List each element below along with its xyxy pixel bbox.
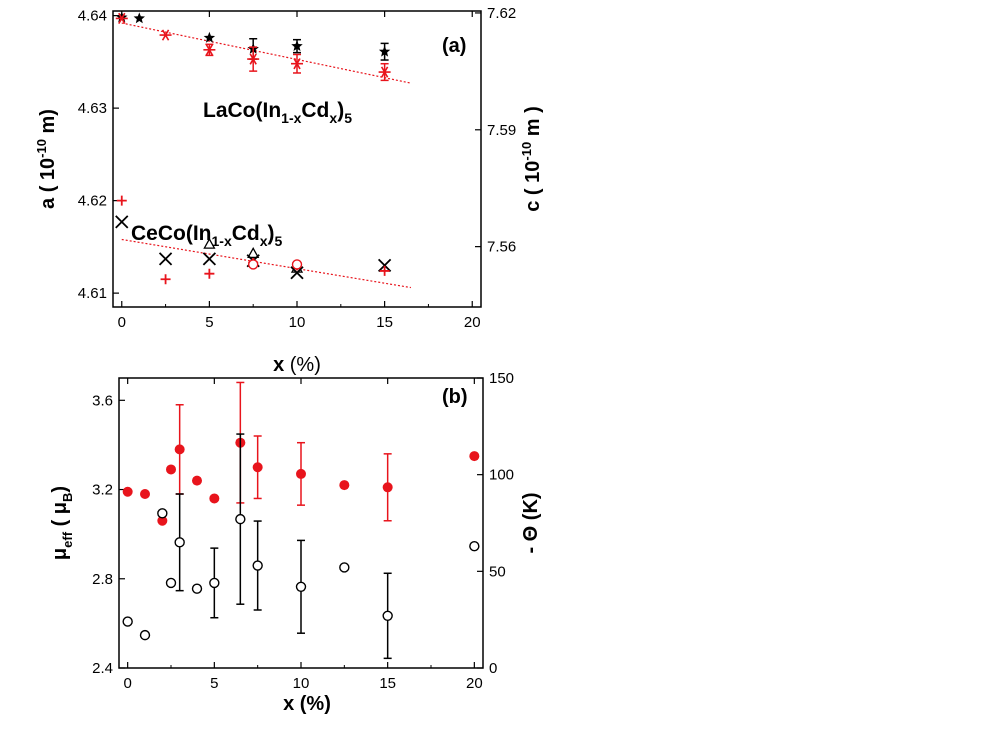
data-point (382, 482, 393, 493)
x-tick-label: 5 (210, 675, 218, 692)
data-point (158, 252, 173, 266)
right-y-tick-label: 7.56 (487, 239, 516, 256)
data-point (157, 508, 168, 519)
right-y-tick-label: 150 (489, 370, 514, 387)
data-point (209, 493, 220, 504)
data-point (247, 247, 260, 258)
data-point (339, 480, 350, 491)
x-tick-label: 15 (376, 314, 393, 331)
left-y-tick-label: 2.4 (92, 660, 113, 677)
data-point (160, 274, 171, 285)
data-point (165, 577, 177, 589)
b-right-ylabel: - Θ (K) (520, 492, 542, 553)
x-tick-label: 5 (205, 314, 213, 331)
x-tick-label: 0 (118, 314, 126, 331)
data-point (247, 53, 260, 65)
data-point (159, 29, 172, 41)
la-annotation: LaCo(In1-xCdx)5 (203, 99, 352, 126)
data-point (209, 577, 220, 589)
data-point (378, 45, 391, 57)
data-point (202, 252, 217, 266)
x-tick-label: 20 (466, 675, 483, 692)
panel-b: 0 5 10 15 20 2.4 2.8 3.2 3.6 0 50 100 150 (b) μeff… (49, 370, 542, 715)
data-point (203, 31, 216, 43)
data-point (204, 268, 215, 279)
data-point (139, 629, 151, 641)
data-point (203, 237, 216, 249)
data-point (291, 259, 303, 270)
data-point (469, 541, 480, 552)
x-tick-label: 10 (293, 675, 310, 692)
a-xlabel: x (%) (273, 354, 321, 376)
data-point (116, 195, 127, 206)
b-left-ylabel: μeff ( μB) (49, 486, 75, 560)
b-xlabel: x (%) (283, 693, 331, 715)
left-y-tick-label: 4.61 (78, 285, 107, 302)
data-point (174, 537, 185, 548)
panel-a-label: (a) (442, 35, 466, 57)
left-y-tick-label: 3.2 (92, 482, 113, 499)
left-y-tick-label: 4.64 (78, 8, 107, 25)
data-point (252, 462, 263, 473)
x-tick-label: 0 (123, 675, 131, 692)
right-y-tick-label: 0 (489, 660, 497, 677)
right-y-tick-label: 7.62 (487, 5, 516, 22)
panel-b-label: (b) (442, 386, 468, 408)
left-y-tick-label: 2.8 (92, 571, 113, 588)
data-point (115, 215, 129, 229)
left-y-tick-label: 3.6 (92, 392, 113, 409)
data-point (203, 44, 216, 56)
left-y-tick-label: 4.62 (78, 193, 107, 210)
data-point (382, 610, 393, 621)
panel-a: 0 5 10 15 20 4.61 4.62 4.63 4.64 7.56 7.59 7.62 (… (34, 5, 544, 376)
x-tick-label: 15 (379, 675, 396, 692)
data-point (122, 486, 133, 497)
data-point (115, 12, 128, 24)
x-tick-label: 20 (464, 314, 481, 331)
data-point (235, 513, 246, 525)
left-y-tick-label: 4.63 (78, 100, 107, 117)
data-point (140, 489, 150, 499)
data-point (378, 66, 391, 78)
data-point (339, 562, 350, 573)
data-point (291, 40, 303, 51)
a-left-ylabel: a ( 10-10 m) (34, 109, 59, 209)
data-point (469, 451, 480, 462)
data-point (291, 58, 303, 70)
data-point (174, 444, 185, 455)
fit-line (121, 22, 412, 84)
data-point (377, 258, 392, 273)
data-point (296, 468, 306, 479)
data-point (192, 475, 202, 486)
right-y-tick-label: 7.59 (487, 122, 516, 139)
x-tick-label: 10 (289, 314, 306, 331)
data-point (166, 464, 176, 475)
data-point (157, 515, 168, 526)
data-point (191, 583, 203, 594)
right-y-tick-label: 100 (489, 467, 514, 484)
ce-annotation: CeCo(In1-xCdx)5 (131, 222, 283, 249)
data-point (133, 12, 145, 24)
data-point (295, 581, 307, 592)
data-point (379, 265, 390, 276)
data-point (247, 259, 259, 270)
data-point (252, 560, 263, 571)
a-right-ylabel: c ( 10-10 m ) (519, 106, 544, 212)
right-y-tick-label: 50 (489, 563, 506, 580)
fit-line (121, 238, 412, 289)
data-point (122, 616, 133, 627)
